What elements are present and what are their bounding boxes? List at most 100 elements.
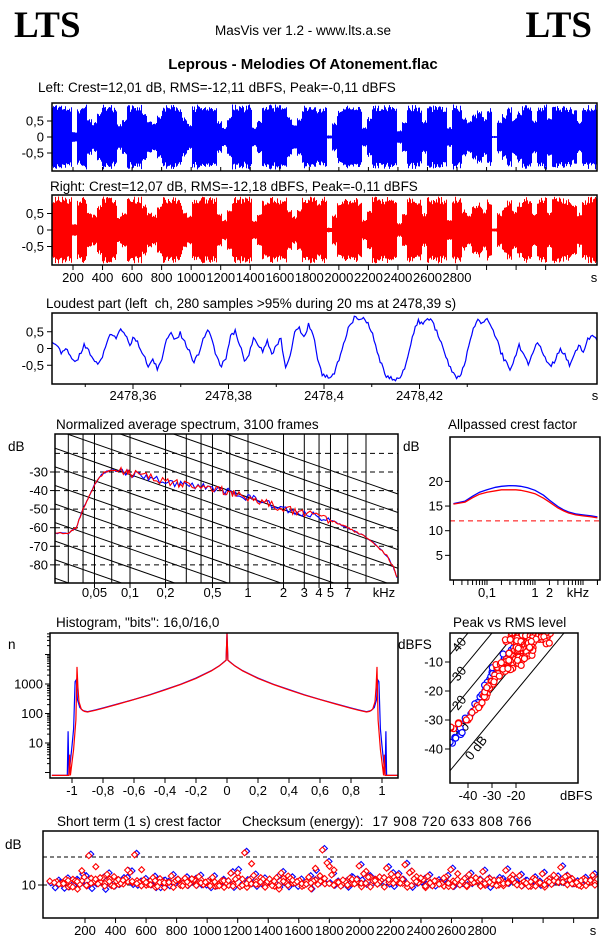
grid-line	[450, 633, 541, 743]
scatter-point	[492, 881, 501, 890]
tick-label: 2800	[468, 923, 497, 938]
scatter-point	[371, 876, 379, 885]
scatter-point	[435, 880, 443, 888]
scatter-point	[545, 639, 553, 647]
scatter-point	[297, 879, 306, 888]
scatter-point	[536, 878, 544, 887]
tick-label: 5	[436, 548, 443, 563]
scatter-point	[362, 879, 370, 887]
spectrum-trace	[55, 468, 398, 578]
grid-line	[55, 540, 177, 583]
waveform-trace	[52, 315, 597, 382]
file-title: Leprous - Melodies Of Atonement.flac	[168, 56, 438, 73]
scatter-point	[382, 864, 391, 872]
scatter-point	[454, 720, 463, 728]
scatter-point	[284, 881, 292, 890]
app-version-text: MasVis ver 1.2 - www.lts.a.se	[214, 23, 392, 38]
scatter-point	[123, 866, 132, 874]
peak-vs-rms-title: Peak vs RMS level	[453, 615, 567, 630]
tick-label: -0,2	[185, 783, 207, 798]
scatter-point	[87, 879, 95, 887]
checksum-label: Checksum (energy):	[242, 814, 364, 829]
scatter-point	[247, 880, 256, 888]
scatter-point	[430, 877, 439, 885]
scatter-point	[261, 883, 269, 891]
histogram-trace	[51, 633, 398, 776]
scatter-point	[479, 867, 487, 876]
scatter-point	[591, 881, 598, 889]
tick-label: 1	[531, 585, 538, 600]
tick-label: 4	[315, 585, 322, 600]
scatter-point	[508, 875, 517, 884]
scatter-point	[334, 878, 343, 887]
tick-label: -40	[424, 742, 443, 757]
logo-right: LTS	[525, 5, 592, 46]
scatter-point	[279, 877, 288, 886]
grid-line	[55, 447, 398, 569]
scatter-point	[527, 637, 535, 646]
scatter-point	[270, 877, 278, 885]
scatter-point	[92, 862, 100, 871]
tick-label: 0,5	[203, 585, 221, 600]
scatter-point	[59, 879, 68, 888]
scatter-point	[504, 664, 512, 673]
scatter-point	[394, 871, 402, 879]
scatter-point	[387, 870, 395, 878]
scatter-point	[384, 875, 393, 884]
loudest-part-chart: 0,5 0 -0,5 2478,36 2478,38 2478,4 2478,42 s	[22, 312, 599, 403]
scatter-point	[581, 876, 590, 884]
tick-label: 0	[37, 130, 44, 145]
scatter-point	[227, 869, 235, 877]
tick-label: 0	[223, 783, 230, 798]
tick-label: 1400	[254, 923, 283, 938]
scatter-point	[242, 879, 251, 888]
diagonal-grid	[450, 633, 565, 772]
scatter-point	[405, 868, 414, 877]
scatter-point	[105, 877, 114, 886]
short-term-title: Short term (1 s) crest factor	[57, 814, 222, 829]
scatter-point	[412, 877, 420, 886]
scatter-point	[398, 875, 407, 884]
scatter-point	[73, 885, 82, 893]
scatter-point	[417, 874, 425, 882]
scatter-point	[343, 881, 352, 889]
scatter-point	[380, 883, 389, 891]
scatter-point	[401, 861, 409, 869]
allpassed-crest-chart: 0,1 1 2 kHz 20 15 10 5	[429, 436, 601, 600]
tick-label: 0,2	[249, 783, 267, 798]
scatter-point	[497, 659, 505, 667]
scatter-point	[210, 878, 219, 886]
tick-label: 1	[244, 585, 251, 600]
tick-label: 10	[22, 878, 36, 893]
scatter-point	[320, 874, 329, 883]
scatter-point	[64, 876, 72, 885]
scatter-point	[195, 872, 203, 881]
axis-unit-label: dBFS	[560, 788, 593, 803]
tick-label: 5	[327, 585, 334, 600]
scatter-point	[421, 882, 430, 890]
short-term-crest-chart: 10 200 400 600 800 1000 1200 1400 1600 1800 2000 22…	[22, 830, 599, 938]
tick-label: 2	[546, 585, 553, 600]
tick-label: 0,5	[26, 114, 44, 129]
tick-label: -0,5	[22, 239, 44, 254]
scatter-point	[475, 704, 483, 712]
crest-trace	[453, 489, 598, 519]
scatter-point	[506, 635, 514, 644]
scatter-point	[165, 878, 173, 887]
spectrum-title: Normalized average spectrum, 3100 frames	[56, 417, 319, 432]
scatter-point	[85, 851, 93, 860]
scatter-point	[96, 873, 104, 882]
scatter-point	[495, 672, 503, 680]
scatter-point	[265, 875, 274, 883]
loudest-part-title: Loudest part (left ch, 280 samples >95% …	[46, 296, 457, 311]
scatter-point	[525, 643, 534, 651]
scatter-point	[586, 876, 595, 885]
tick-label: 0,8	[342, 783, 360, 798]
scatter-point	[252, 880, 260, 889]
tick-label: 2000	[345, 923, 374, 938]
tick-label: -70	[29, 539, 48, 554]
scatter-point	[275, 881, 283, 890]
scatter-point	[240, 849, 249, 857]
scatter-point	[247, 859, 256, 868]
